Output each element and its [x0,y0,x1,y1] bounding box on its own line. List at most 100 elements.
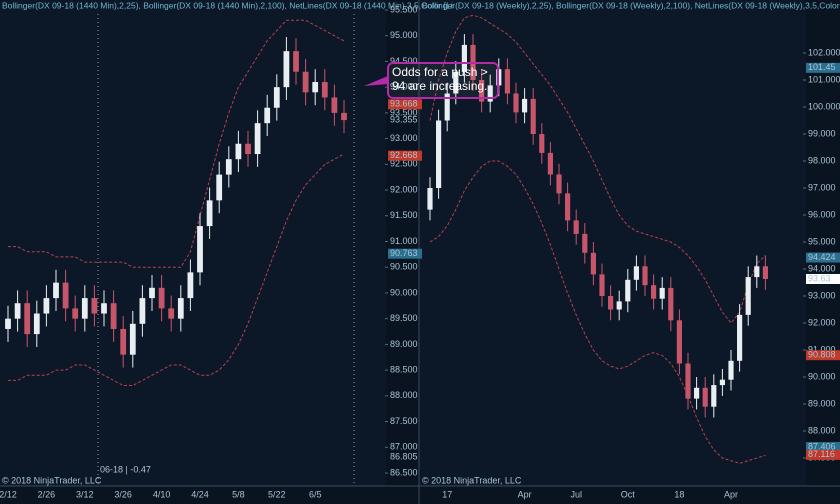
y-tick-label: 91.500 [390,210,418,220]
price-marker-box [388,99,422,110]
candle-body [608,296,614,310]
y-tick-label: 102.000 [808,47,840,57]
candle-body [479,80,485,102]
footer: © 2018 NinjaTrader, LLC [422,475,522,485]
candle-body [283,51,290,88]
price-marker-label: 93.355 [390,115,418,125]
candle-body [659,287,665,299]
y-tick-label: 95.000 [808,236,836,246]
price-marker-label: 94.424 [808,252,836,262]
candle-body [530,98,536,134]
candle-body [293,51,299,72]
y-tick-label: 92.000 [390,184,418,194]
price-marker-box [806,252,840,263]
candle-body [582,233,588,253]
y-tick-label: 87.000 [390,442,418,452]
y-tick-label: 88.000 [390,390,418,400]
candle-body [197,226,203,273]
candle-body [685,363,691,399]
candle-body [206,200,213,227]
price-marker-label: 101.45 [808,62,836,72]
price-marker-box [806,442,840,453]
candle-body [573,220,579,234]
candle-body [321,82,328,98]
y-tick-label: 100.000 [808,101,840,111]
x-tick-label: 3/12 [76,489,94,499]
callout-text: Odds for a push > 94 are increasing. [392,65,488,93]
candle-body [547,152,553,175]
x-tick-label: Apr [724,489,738,499]
x-tick-label: 5/22 [268,489,286,499]
x-tick-label: 4/10 [153,489,171,499]
price-marker-label: 86.805 [390,452,418,462]
x-tick-label: 3/26 [114,489,132,499]
price-marker-label: 93.668 [390,99,418,109]
candle-body [522,98,528,113]
candle-body [513,93,519,113]
callout: Odds for a push > 94 are increasing. [364,62,499,99]
price-marker-box [806,273,840,284]
candle-body [139,298,146,324]
candle-body [177,298,184,319]
candle-body [14,303,21,319]
y-tick-label: 90.000 [808,371,836,381]
candle-body [444,93,450,121]
y-tick-label: 94.000 [808,263,836,273]
candle-body [436,120,442,188]
price-marker-label: 87.406 [808,441,836,451]
bollinger-band [8,19,345,268]
candle-body [264,107,271,124]
x-tick-label: Oct [621,489,636,499]
y-tick-label: 98.000 [808,155,836,165]
candle-body [728,360,734,380]
x-tick-label: 18 [674,489,684,499]
candle-body [668,287,674,321]
candle-body [556,174,562,194]
candle-body [590,252,596,275]
y-tick-label: 101.000 [808,74,840,84]
candle-body [110,303,117,329]
panel-header: Bollinger(DX 09-18 (1440 Min),2,25), Bol… [2,0,453,10]
price-marker-label: 92.668 [390,150,418,160]
y-tick-label: 88.500 [390,364,418,374]
candle-body [216,174,223,201]
candle-body [599,274,605,296]
candle-body [642,266,648,286]
candle-body [120,328,127,355]
y-tick-label: 86.500 [390,467,418,477]
y-tick-label: 95.500 [390,4,418,14]
candle-body [694,387,700,399]
x-tick-label: 5/8 [232,489,245,499]
candle-body [235,143,242,160]
price-marker-label: 87.116 [808,449,835,459]
candle-body [273,87,280,108]
candle-body [33,313,40,335]
price-marker-box [388,150,422,161]
y-tick-label: 90.000 [390,287,418,297]
candle-body [43,298,50,314]
candle-body [341,112,347,121]
x-tick-label: 2/12 [0,489,17,499]
y-tick-label: 87.500 [390,416,418,426]
y-tick-label: 90.500 [390,262,418,272]
candle-body [461,44,467,72]
y-tick-label: 89.500 [390,313,418,323]
y-tick-label: 95.000 [390,30,418,40]
y-tick-label: 89.000 [390,339,418,349]
candle-body [633,266,639,280]
contract-label: 06-18 | -0.47 [100,464,151,474]
y-tick-label: 96.000 [808,209,836,219]
candle-body [625,279,631,302]
y-tick-label: 93.000 [808,290,836,300]
y-tick-label: 92.500 [390,159,418,169]
price-marker-box [388,248,422,259]
bollinger-band [8,153,345,387]
candle-body [225,159,232,175]
candle-body [487,85,493,102]
candle-body [616,301,622,310]
candle-body [187,272,194,299]
candle-body [129,323,136,355]
price-marker-label: 90.808 [808,350,836,360]
y-tick-label: 93.000 [390,133,418,143]
